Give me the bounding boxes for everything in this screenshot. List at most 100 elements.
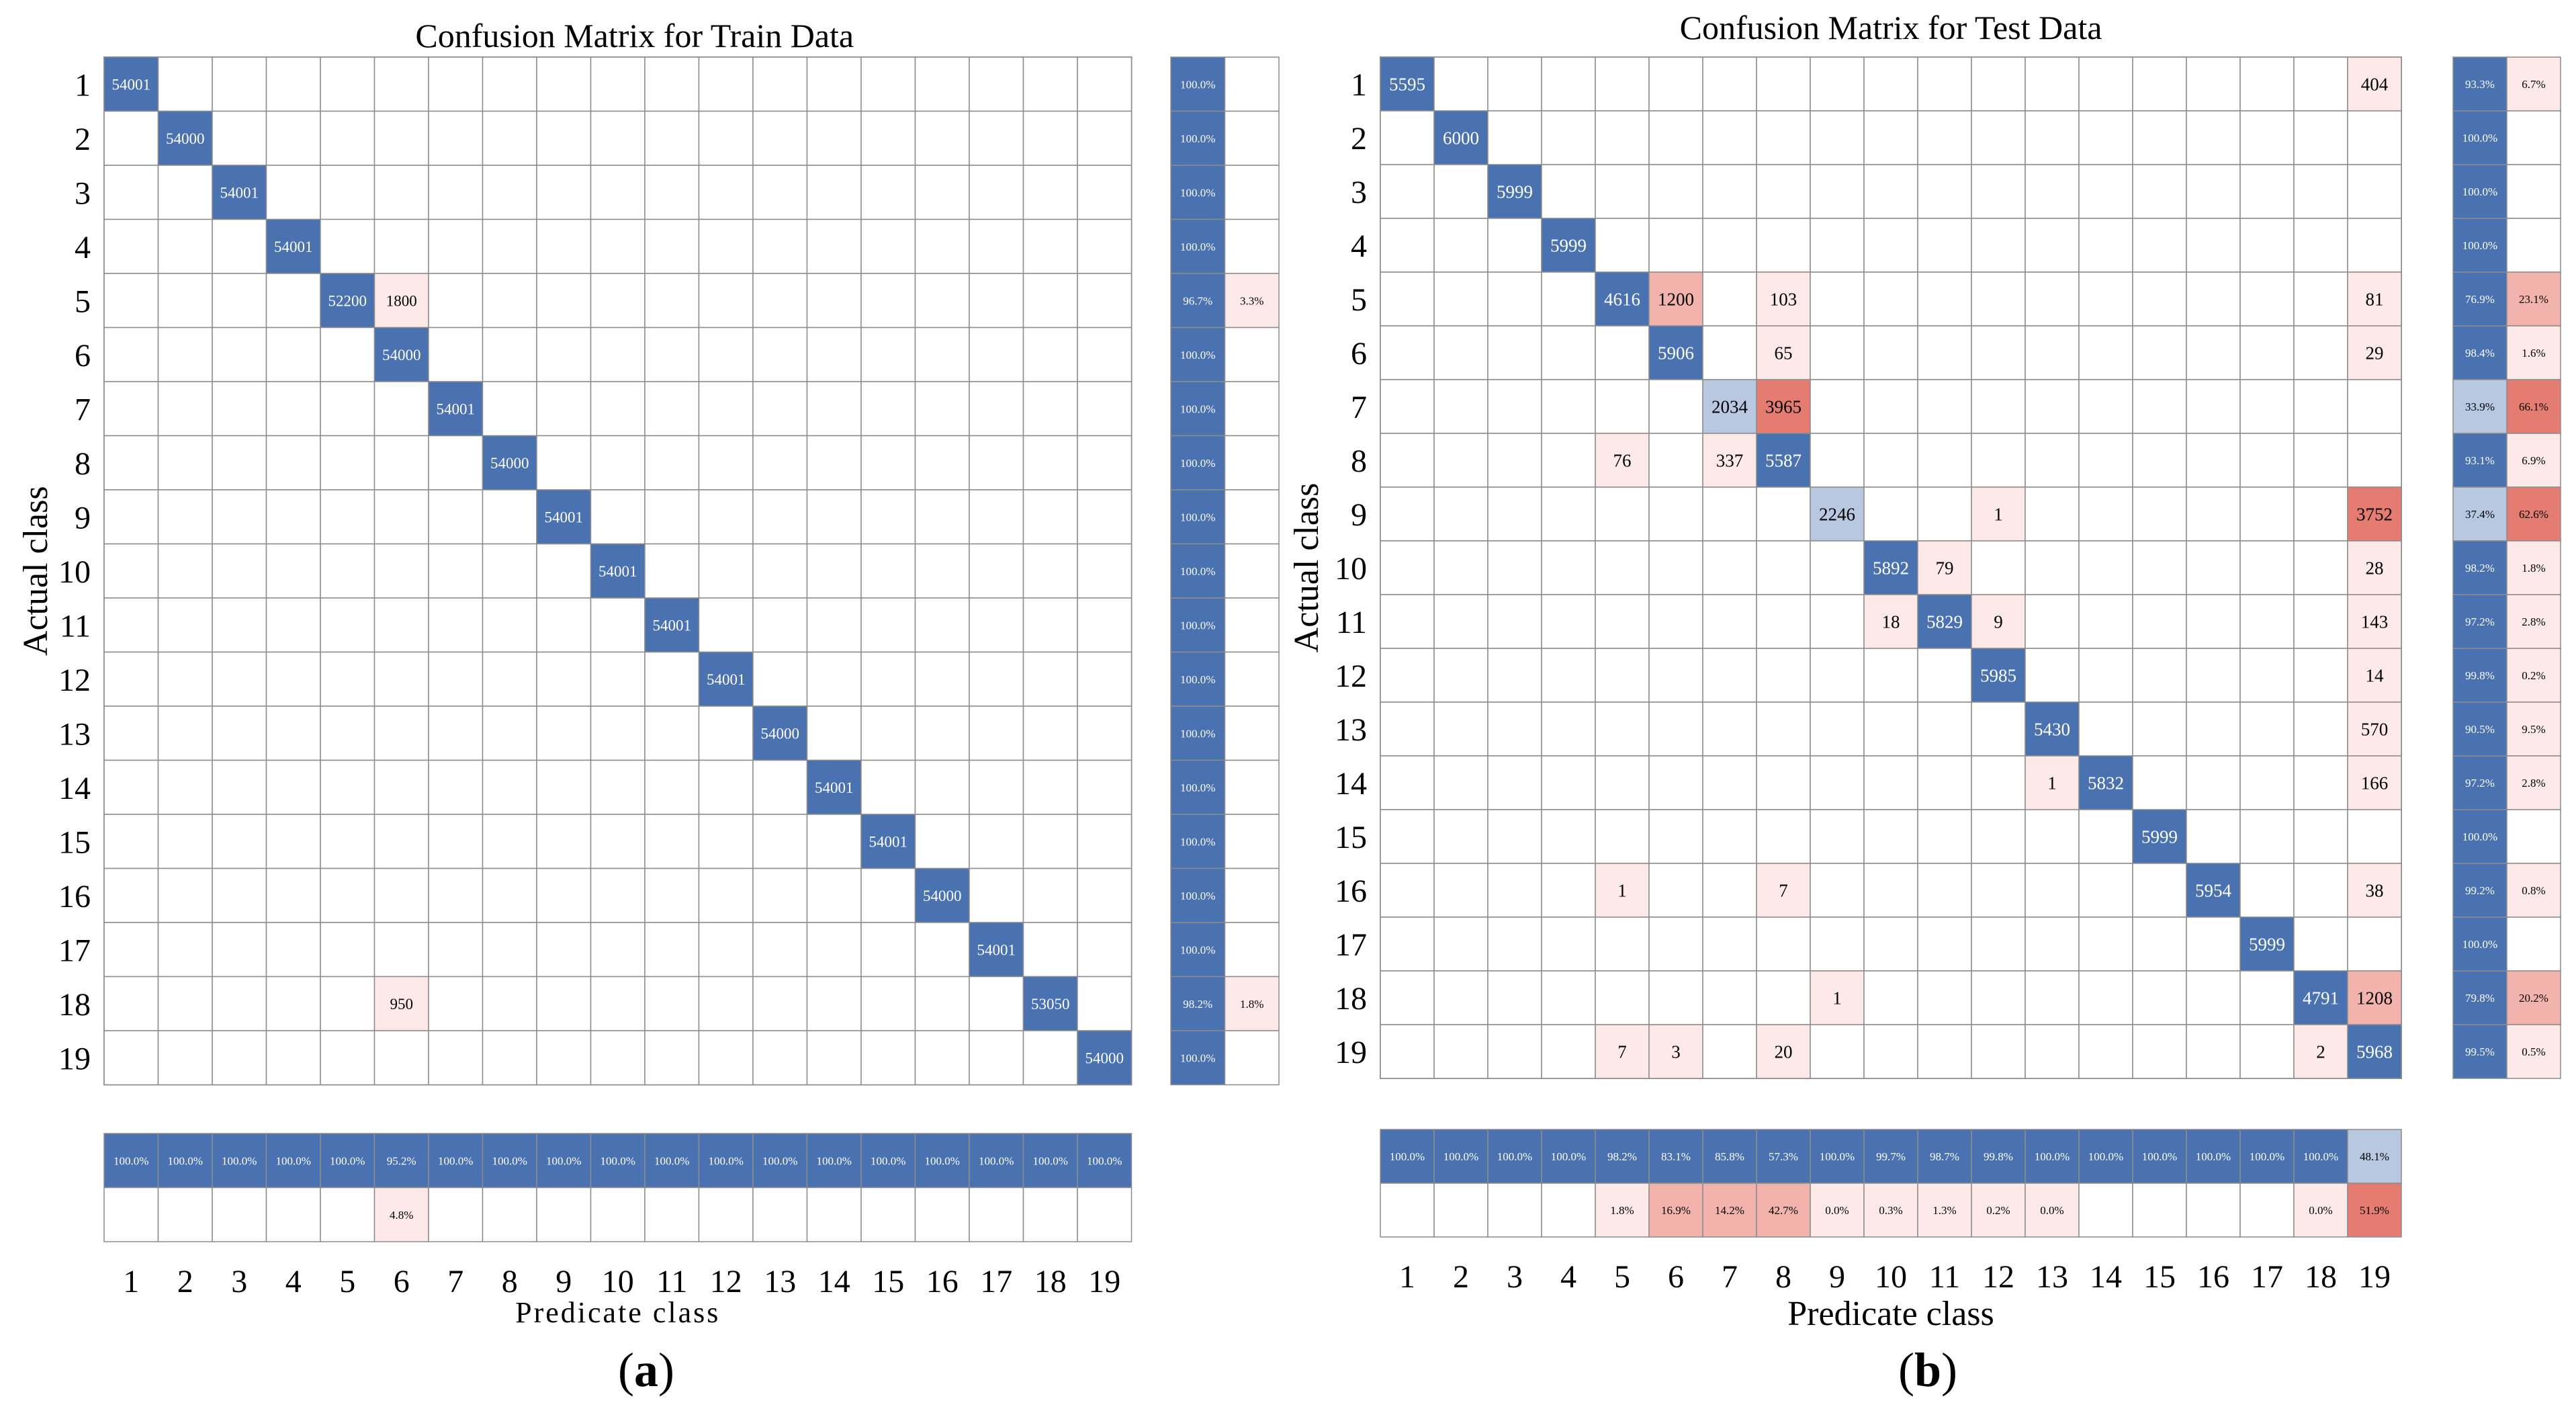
pb-x-tick-label: 4: [1560, 1259, 1576, 1295]
pb-row-summary-error: [2506, 863, 2561, 918]
pb-col-summary-error: [2239, 1183, 2295, 1238]
pb-cell-r8-c12: [1971, 433, 2026, 488]
pa-cell-r8-c2: [157, 435, 213, 490]
pa-cell-r4-c10: [590, 218, 646, 274]
pa-cell-r2-c18: [1022, 110, 1078, 166]
pb-cell-r6-c12: [1971, 325, 2026, 380]
pb-cell-r19-c5: [1595, 1024, 1650, 1079]
pa-row-summary-error: [1224, 705, 1280, 761]
pb-cell-r8-c10: [1863, 433, 1918, 488]
pb-col-summary-correct-label: 48.1%: [2360, 1150, 2389, 1163]
pb-cell-r5-c7: [1702, 271, 1757, 327]
pa-cell-r14-c14: [806, 759, 862, 815]
pa-col-summary-correct-label: 95.2%: [387, 1154, 416, 1167]
pb-cell-r3-c14: [2078, 164, 2133, 219]
pa-cell-r4-c19: [1077, 218, 1132, 274]
pb-col-summary-error: [1648, 1183, 1703, 1238]
pb-cell-r14-c5: [1595, 755, 1650, 810]
pb-cell-value: 3965: [1765, 396, 1802, 417]
pb-cell-r1-c15: [2132, 56, 2187, 112]
pb-cell-r15-c7: [1702, 809, 1757, 864]
pb-cell-r10-c2: [1433, 540, 1489, 595]
pb-col-summary-error-label: 51.9%: [2360, 1204, 2389, 1217]
pa-cell-r19-c10: [590, 1030, 646, 1086]
pa-chart-title: Confusion Matrix for Train Data: [415, 17, 854, 54]
pb-cell-r4-c17: [2239, 218, 2295, 273]
pa-cell-r6-c16: [914, 327, 970, 382]
pb-cell-r10-c16: [2186, 540, 2241, 595]
pb-cell-r11-c6: [1648, 594, 1703, 649]
pb-cell-r5-c14: [2078, 271, 2133, 327]
pa-cell-r5-c19: [1077, 273, 1132, 329]
pa-cell-r17-c14: [806, 922, 862, 978]
pa-cell-r7-c1: [103, 381, 159, 437]
pa-cell-r12-c4: [265, 651, 321, 707]
pb-cell-r5-c17: [2239, 271, 2295, 327]
pa-row-summary-error: [1224, 218, 1280, 274]
pa-cell-r1-c1: [103, 56, 159, 112]
pa-cell-r15-c18: [1022, 814, 1078, 869]
pa-y-tick-label: 12: [58, 662, 91, 698]
pa-cell-r15-c2: [157, 814, 213, 869]
pa-cell-r19-c17: [969, 1030, 1024, 1086]
pb-cell-r2-c11: [1917, 110, 1972, 165]
pa-cell-r7-c11: [644, 381, 700, 437]
pb-cell-r6-c13: [2025, 325, 2080, 380]
pa-x-axis-label: Predicate class: [515, 1296, 720, 1329]
pb-cell-r2-c16: [2186, 110, 2241, 165]
pb-cell-r4-c12: [1971, 218, 2026, 273]
pb-row-summary-correct-label: 98.4%: [2465, 347, 2495, 359]
pb-cell-r12-c9: [1810, 648, 1865, 703]
pb-cell-r5-c2: [1433, 271, 1489, 327]
pa-cell-r12-c8: [482, 651, 537, 707]
pb-cell-r2-c2: [1433, 110, 1489, 165]
pa-cell-r13-c8: [482, 705, 537, 761]
pa-cell-r2-c2: [157, 110, 213, 166]
pa-cell-r4-c1: [103, 218, 159, 274]
pa-cell-r13-c18: [1022, 705, 1078, 761]
pb-col-summary-correct: [1487, 1129, 1542, 1184]
pa-cell-r2-c7: [428, 110, 484, 166]
pa-cell-r17-c6: [373, 922, 429, 978]
pb-cell-value: 76: [1613, 450, 1632, 470]
pb-cell-value: 5985: [1980, 665, 2016, 685]
pb-cell-r12-c10: [1863, 648, 1918, 703]
pb-row-summary-correct-label: 93.3%: [2465, 78, 2495, 91]
pa-cell-r10-c6: [373, 543, 429, 599]
pa-cell-r18-c17: [969, 976, 1024, 1031]
pa-col-summary-error: [806, 1187, 862, 1242]
pb-y-tick-label: 18: [1335, 981, 1367, 1017]
pa-cell-r3-c4: [265, 165, 321, 220]
pa-cell-r11-c7: [428, 597, 484, 653]
pa-col-summary-correct-label: 100.0%: [492, 1154, 527, 1167]
pa-cell-r16-c13: [752, 867, 808, 923]
pb-cell-r11-c19: [2347, 594, 2402, 649]
pa-cell-r5-c10: [590, 273, 646, 329]
pa-cell-r16-c2: [157, 867, 213, 923]
pb-cell-r13-c12: [1971, 701, 2026, 757]
pb-cell-r7-c13: [2025, 379, 2080, 434]
pb-y-tick-label: 17: [1335, 927, 1367, 963]
pb-cell-value: 5892: [1873, 558, 1909, 578]
pa-cell-r9-c15: [860, 489, 916, 545]
pa-row-summary-correct: [1170, 1030, 1226, 1086]
pa-cell-r2-c9: [536, 110, 592, 166]
pa-cell-r19-c8: [482, 1030, 537, 1086]
pa-cell-r1-c10: [590, 56, 646, 112]
pa-col-summary-correct-label: 100.0%: [654, 1154, 689, 1167]
pa-y-tick-label: 13: [58, 716, 91, 752]
pb-col-summary-error: [1756, 1183, 1811, 1238]
pa-cell-r7-c3: [212, 381, 267, 437]
pa-col-summary-error: [103, 1187, 159, 1242]
pb-cell-r19-c18: [2293, 1024, 2348, 1079]
pb-y-tick-label: 19: [1335, 1035, 1367, 1070]
pb-col-summary-correct: [1595, 1129, 1650, 1184]
pb-cell-value: 143: [2361, 611, 2389, 632]
pa-cell-r12-c10: [590, 651, 646, 707]
pb-cell-r4-c3: [1487, 218, 1542, 273]
pa-cell-r10-c2: [157, 543, 213, 599]
pa-cell-r10-c14: [806, 543, 862, 599]
pb-cell-r13-c8: [1756, 701, 1811, 757]
pb-cell-r15-c3: [1487, 809, 1542, 864]
pa-cell-r8-c18: [1022, 435, 1078, 490]
